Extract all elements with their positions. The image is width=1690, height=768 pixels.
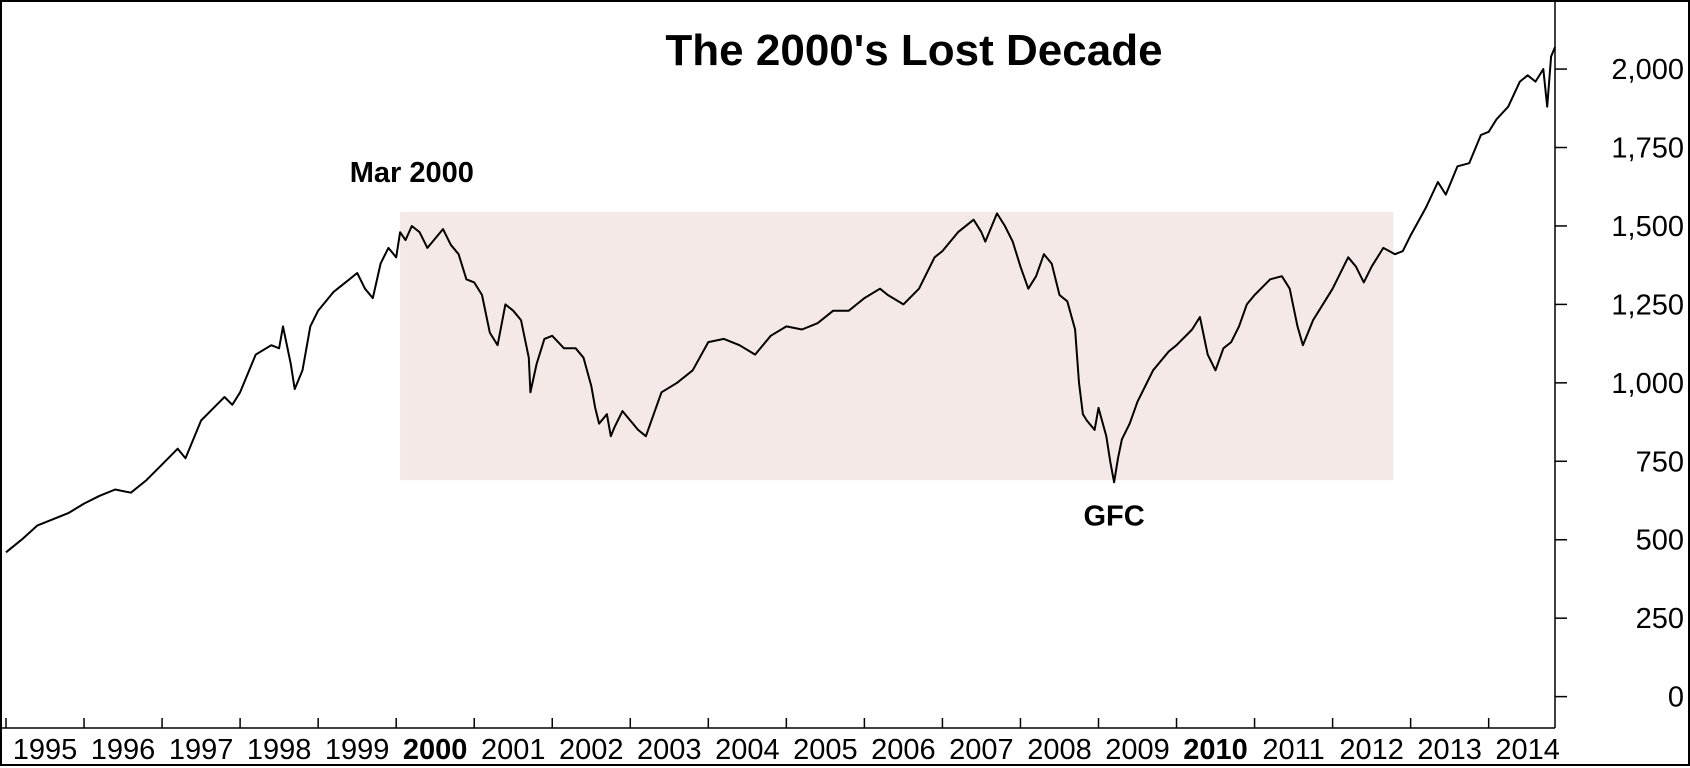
index-price-line: [5, 46, 1556, 554]
x-tick-label: 2006: [871, 734, 936, 766]
y-tick-label: 2,000: [1611, 54, 1684, 86]
x-tick-label: 2002: [559, 734, 624, 766]
y-tick-label: 1,000: [1611, 368, 1684, 400]
chart-title: The 2000's Lost Decade: [665, 26, 1162, 75]
x-tick-label: 1999: [325, 734, 390, 766]
y-tick-label: 1,250: [1611, 289, 1684, 321]
x-tick-label: 2008: [1027, 734, 1092, 766]
annotation-mar-2000: Mar 2000: [350, 157, 474, 189]
y-tick-label: 500: [1636, 525, 1684, 557]
x-tick-label: 2012: [1339, 734, 1404, 766]
x-tick-label: 2010: [1183, 734, 1248, 766]
x-tick-label: 2013: [1417, 734, 1482, 766]
x-tick-label: 1998: [247, 734, 312, 766]
x-tick-label: 2004: [715, 734, 780, 766]
x-tick-label: 1997: [169, 734, 234, 766]
x-tick-label: 2003: [637, 734, 702, 766]
x-tick-label: 2007: [949, 734, 1014, 766]
x-tick-label: 2011: [1262, 734, 1324, 766]
x-tick-label: 2000: [403, 734, 468, 766]
x-tick-label: 1996: [91, 734, 156, 766]
y-tick-label: 1,500: [1611, 211, 1684, 243]
x-tick-label: 2014: [1495, 734, 1560, 766]
x-tick-label: 2001: [481, 734, 546, 766]
lost-decade-highlight-band: [400, 211, 1394, 481]
x-tick-label: 2009: [1105, 734, 1170, 766]
y-tick-label: 1,750: [1611, 133, 1684, 165]
x-axis-ticks: 1995 1996 1997 1998 1999 2000 2001 2002 2003 2004…: [5, 718, 1560, 766]
y-axis-ticks: 0 250 500 750 1,000 1,250 1,500 1,750 2,000: [1555, 54, 1684, 714]
y-tick-label: 750: [1636, 446, 1684, 478]
annotation-gfc: GFC: [1083, 501, 1144, 533]
y-tick-label: 0: [1668, 682, 1684, 714]
y-tick-label: 250: [1636, 603, 1684, 635]
x-tick-label: 2005: [793, 734, 858, 766]
x-tick-label: 1995: [13, 734, 78, 766]
